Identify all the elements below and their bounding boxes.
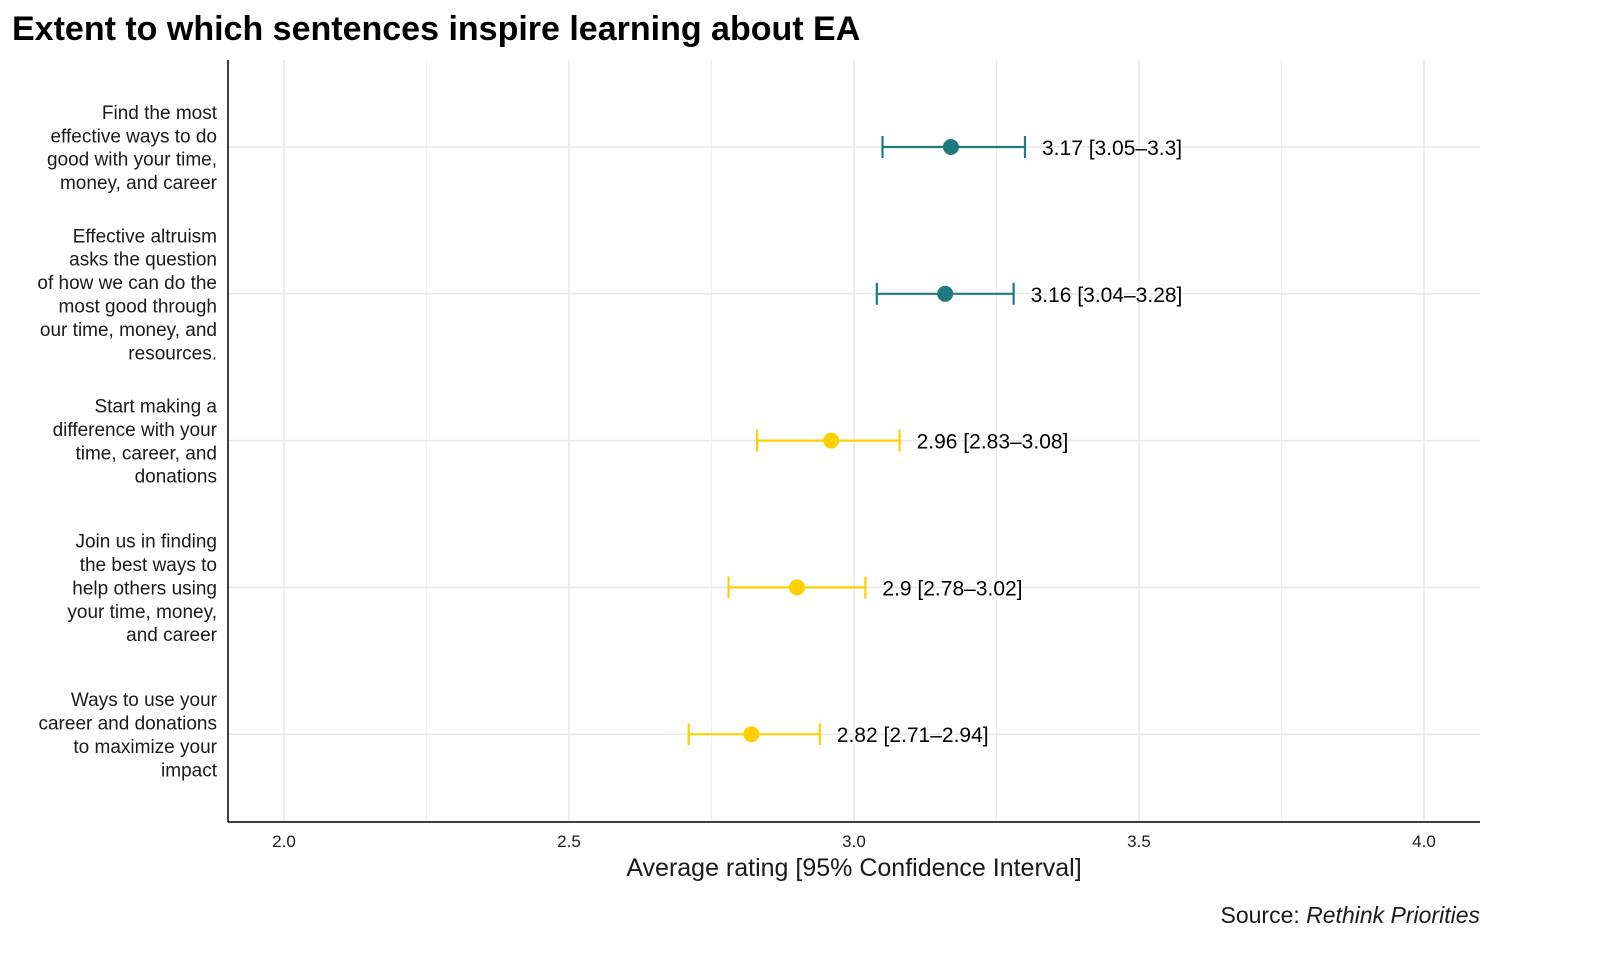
errorbar-row: 2.96 [2.83–3.08] Start making a difference… [53, 397, 1069, 488]
y-label-line: help others using [72, 578, 217, 599]
errorbar-row: 3.17 [3.05–3.3] Find the most effective wa… [47, 103, 1182, 194]
source-name: Rethink Priorities [1306, 902, 1480, 928]
errorbar-row: 3.16 [3.04–3.28] Effective altruism asks t… [37, 226, 1182, 364]
y-category-label: Join us in finding the best ways to help o… [67, 532, 217, 647]
x-tick-label: 3.0 [842, 832, 866, 851]
y-label-line: Join us in finding [75, 532, 217, 553]
y-label-line: of how we can do the [37, 273, 217, 294]
y-label-line: asks the question [69, 250, 217, 271]
y-category-label: Start making a difference with your time, … [53, 397, 218, 488]
mean-point [942, 139, 959, 155]
y-label-line: good with your time, [47, 150, 217, 171]
y-category-label: Ways to use your career and donations to m… [38, 690, 217, 781]
y-label-line: Find the most [102, 103, 218, 124]
y-label-line: our time, money, and [40, 320, 217, 341]
data-label: 3.16 [3.04–3.28] [1031, 284, 1183, 307]
y-label-line: effective ways to do [50, 126, 217, 147]
mean-point [789, 579, 805, 596]
y-label-line: time, career, and [75, 443, 217, 464]
y-label-line: the best ways to [80, 555, 217, 576]
mean-point [743, 726, 760, 743]
data-label: 2.9 [2.78–3.02] [882, 577, 1022, 600]
y-label-line: to maximize your [73, 737, 217, 758]
data-label: 2.96 [2.83–3.08] [917, 431, 1069, 454]
source-note: Source: Rethink Priorities [1221, 902, 1481, 928]
mean-point [937, 285, 954, 302]
y-label-line: your time, money, [67, 602, 217, 623]
x-tick-label: 2.5 [557, 832, 581, 851]
x-axis-label: Average rating [95% Confidence Interval] [626, 854, 1081, 882]
x-tick-label: 2.0 [272, 832, 296, 851]
y-label-line: money, and career [60, 173, 218, 194]
x-ticks: 2.0 2.5 3.0 3.5 4.0 [272, 832, 1436, 851]
data-label: 3.17 [3.05–3.3] [1042, 137, 1182, 160]
y-category-label: Effective altruism asks the question of ho… [37, 226, 217, 364]
mean-point [823, 432, 840, 449]
chart-title: Extent to which sentences inspire learni… [12, 10, 860, 48]
y-label-line: Start making a [95, 397, 218, 418]
y-category-label: Find the most effective ways to do good wi… [47, 103, 218, 194]
y-label-line: difference with your [53, 420, 218, 441]
x-tick-label: 3.5 [1127, 832, 1151, 851]
x-tick-label: 4.0 [1412, 832, 1436, 851]
errorbar-row: 2.9 [2.78–3.02] Join us in finding the bes… [67, 532, 1022, 647]
marks: 3.17 [3.05–3.3] Find the most effective wa… [37, 103, 1182, 781]
source-label: Source: [1221, 902, 1307, 928]
y-label-line: impact [161, 760, 218, 781]
y-label-line: donations [135, 467, 217, 488]
y-label-line: career and donations [38, 714, 217, 735]
y-label-line: most good through [59, 297, 217, 318]
y-label-line: and career [126, 625, 218, 646]
y-label-line: Ways to use your [71, 690, 218, 711]
data-label: 2.82 [2.71–2.94] [837, 724, 989, 747]
errorbar-row: 2.82 [2.71–2.94] Ways to use your career a… [38, 690, 988, 781]
y-label-line: Effective altruism [73, 226, 217, 247]
y-label-line: resources. [128, 343, 217, 364]
